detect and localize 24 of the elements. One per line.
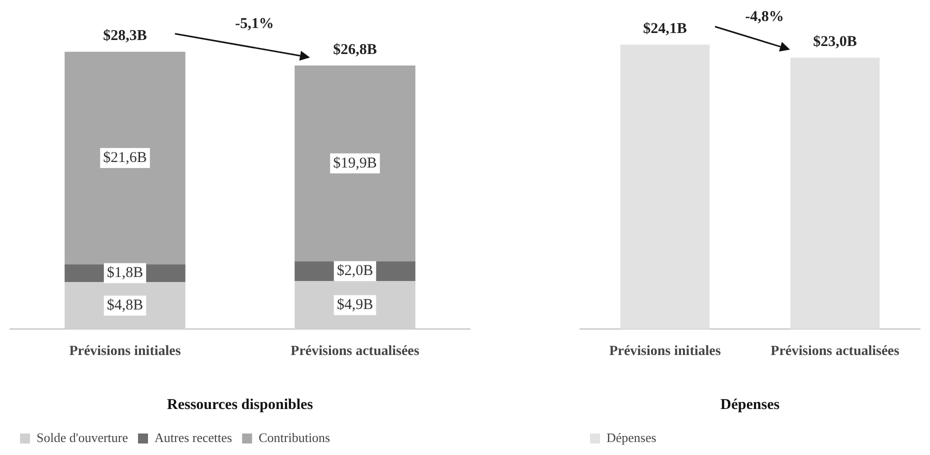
- x-tick-label: Prévisions actualisées: [770, 344, 900, 360]
- bar: [64, 52, 186, 264]
- legend-label: Solde d'ouverture: [36, 430, 128, 445]
- data-label: $1,8B: [106, 265, 144, 282]
- bar: [294, 65, 416, 262]
- text: Ressources disponibles: [166, 396, 314, 413]
- data-label: $24,1B: [643, 21, 687, 37]
- x-tick-label: Prévisions initiales: [609, 344, 722, 360]
- text: -4,8%: [745, 9, 784, 25]
- data-label: $23,0B: [813, 34, 857, 50]
- data-label: $21,6B: [103, 150, 147, 166]
- legend-label: Contributions: [258, 430, 330, 445]
- x-tick-label: Prévisions initiales: [69, 344, 182, 360]
- data-label: $4,8B: [106, 298, 144, 314]
- x-tick-label: Prévisions actualisées: [290, 344, 420, 360]
- data-label: $2,0B: [336, 263, 374, 280]
- text: -5,1%: [235, 16, 274, 32]
- text: Dépenses: [720, 396, 780, 413]
- legend-label: Autres recettes: [154, 430, 232, 445]
- data-label: $4,9B: [336, 297, 374, 314]
- legend-label: Dépenses: [606, 430, 656, 445]
- total-label: $28,3B: [103, 28, 147, 44]
- total-label: $26,8B: [333, 42, 377, 58]
- data-label: $19,9B: [333, 155, 377, 172]
